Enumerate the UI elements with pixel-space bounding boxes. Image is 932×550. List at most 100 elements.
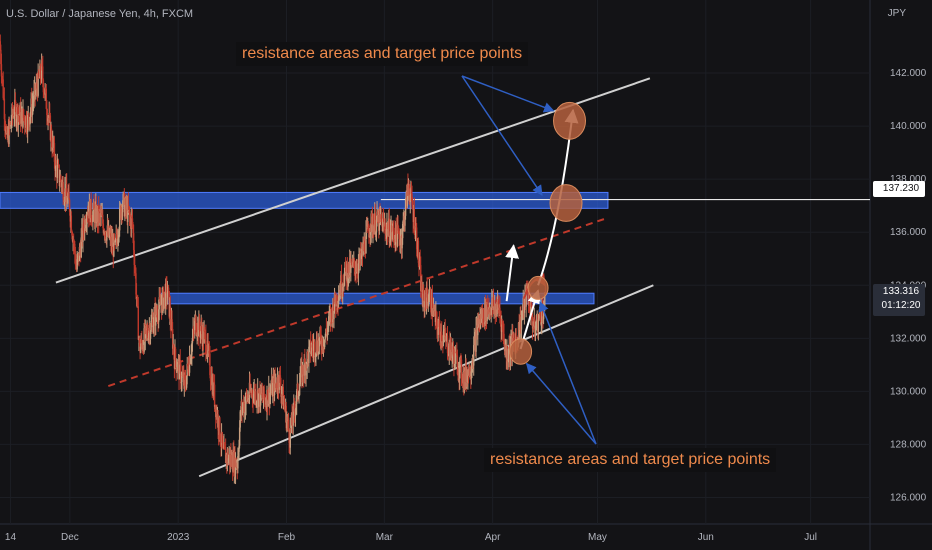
candle-body bbox=[114, 239, 117, 241]
candle-body bbox=[74, 254, 77, 265]
time-axis[interactable]: 14 Dec 2023 Feb Mar Apr May Jun Jul bbox=[5, 532, 817, 543]
candle-body bbox=[451, 352, 453, 358]
candle-body bbox=[120, 207, 123, 218]
candle-body bbox=[380, 214, 382, 220]
candle-body bbox=[456, 352, 458, 356]
candle-body bbox=[204, 331, 206, 335]
candle-body bbox=[255, 391, 257, 404]
candle-body bbox=[157, 309, 160, 322]
candle-body bbox=[71, 231, 73, 236]
candle-body bbox=[395, 222, 397, 235]
candle-body bbox=[143, 328, 145, 352]
candle-body bbox=[489, 307, 491, 313]
candle-body bbox=[55, 160, 57, 165]
candle-body bbox=[427, 297, 429, 306]
candle-body bbox=[167, 287, 170, 292]
candle-body bbox=[176, 369, 179, 371]
candle-body bbox=[259, 386, 262, 406]
candle-body bbox=[161, 295, 163, 313]
callout-arrow-top-2 bbox=[461, 75, 543, 196]
candle-body bbox=[492, 298, 495, 310]
candle-body bbox=[141, 343, 144, 350]
candle-body bbox=[455, 352, 457, 354]
candle-body bbox=[435, 311, 438, 318]
candle-body bbox=[134, 268, 137, 274]
candle-body bbox=[393, 231, 395, 240]
candle-body bbox=[317, 340, 319, 355]
candle-body bbox=[371, 216, 374, 232]
candle-body bbox=[134, 264, 136, 269]
candle-body bbox=[541, 305, 543, 323]
candle-body bbox=[378, 210, 381, 231]
candle-body bbox=[419, 260, 421, 266]
candle-body bbox=[128, 210, 131, 216]
x-tick-label: Jun bbox=[698, 532, 714, 543]
candle-body bbox=[179, 359, 181, 365]
candle-body bbox=[34, 83, 36, 95]
candle-body bbox=[2, 79, 4, 98]
x-tick-label: Dec bbox=[61, 532, 79, 543]
candle-body bbox=[227, 452, 229, 463]
candle-body bbox=[333, 310, 335, 320]
candle-body bbox=[131, 216, 133, 219]
candle-body bbox=[413, 208, 416, 232]
candle-body bbox=[0, 64, 3, 77]
candle-body bbox=[199, 332, 202, 339]
candle-body bbox=[249, 382, 251, 392]
candle-body bbox=[41, 60, 43, 67]
candle-body bbox=[190, 354, 192, 359]
candle-body bbox=[533, 326, 535, 328]
candle-body bbox=[340, 275, 343, 294]
candle-body bbox=[311, 344, 313, 352]
candle-body bbox=[409, 194, 411, 203]
candle-body bbox=[57, 163, 60, 165]
candle-body bbox=[496, 309, 498, 317]
candle-body bbox=[320, 336, 322, 347]
candle-body bbox=[102, 214, 104, 224]
candle-body bbox=[137, 297, 139, 307]
candle-body bbox=[337, 303, 339, 305]
candle-body bbox=[36, 83, 38, 89]
candle-body bbox=[344, 261, 347, 268]
candle-body bbox=[292, 406, 294, 426]
candle-body bbox=[415, 225, 417, 228]
candle-body bbox=[473, 338, 476, 346]
candle-body bbox=[184, 374, 186, 380]
candle-body bbox=[163, 297, 165, 310]
candle-body bbox=[389, 241, 391, 243]
candle-body bbox=[401, 224, 404, 239]
candle-body bbox=[248, 398, 250, 400]
candle-body bbox=[425, 287, 428, 310]
y-tick-label: 132.000 bbox=[890, 333, 927, 344]
candle-body bbox=[459, 358, 462, 362]
candle-body bbox=[367, 223, 370, 231]
candle-body bbox=[421, 281, 423, 298]
candle-body bbox=[410, 187, 413, 194]
candle-body bbox=[129, 215, 131, 218]
candle-body bbox=[108, 226, 110, 238]
candle-body bbox=[175, 360, 177, 372]
candle-body bbox=[357, 263, 360, 274]
candle-body bbox=[67, 197, 69, 204]
candle-body bbox=[467, 370, 469, 383]
candle-body bbox=[351, 261, 354, 266]
candle-body bbox=[479, 319, 481, 325]
candle-body bbox=[273, 376, 276, 396]
candle-body bbox=[33, 90, 35, 102]
candle-body bbox=[13, 116, 15, 118]
candle-body bbox=[5, 129, 7, 133]
currency-unit: JPY bbox=[887, 8, 906, 19]
candle-body bbox=[113, 236, 115, 257]
candle-body bbox=[424, 297, 426, 308]
candle-body bbox=[442, 335, 445, 343]
candle-body bbox=[300, 366, 302, 378]
candle-body bbox=[503, 333, 505, 344]
candle-body bbox=[195, 333, 198, 336]
y-tick-label: 130.000 bbox=[890, 386, 927, 397]
candle-body bbox=[209, 375, 212, 381]
candle-body bbox=[447, 353, 449, 355]
candle-body bbox=[279, 375, 282, 388]
candle-body bbox=[439, 326, 441, 338]
